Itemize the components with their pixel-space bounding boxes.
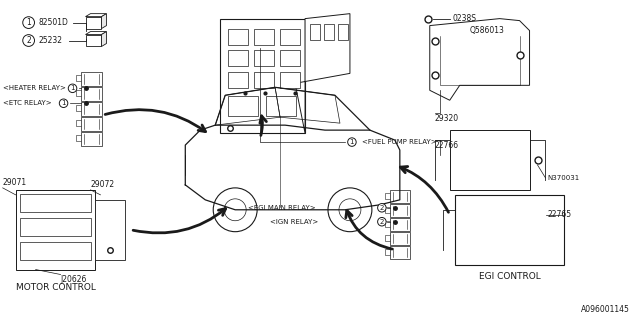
Bar <box>266 96 296 116</box>
Bar <box>81 72 102 86</box>
Polygon shape <box>102 32 106 46</box>
Bar <box>81 102 102 116</box>
Polygon shape <box>102 14 106 28</box>
Circle shape <box>339 199 361 221</box>
Bar <box>76 135 81 141</box>
Bar <box>86 35 102 46</box>
Text: J20626: J20626 <box>61 275 87 284</box>
Text: Q586013: Q586013 <box>470 26 504 35</box>
Bar <box>385 235 390 241</box>
Bar <box>385 249 390 255</box>
Bar <box>20 218 92 236</box>
Bar <box>310 24 320 40</box>
Circle shape <box>213 188 257 232</box>
Bar <box>390 190 410 203</box>
Bar <box>385 207 390 213</box>
Bar <box>228 28 248 44</box>
Bar <box>254 51 274 67</box>
Circle shape <box>328 188 372 232</box>
Text: <HEATER RELAY>: <HEATER RELAY> <box>3 85 65 91</box>
Bar <box>454 195 564 265</box>
Text: 2: 2 <box>380 205 384 211</box>
Bar <box>228 72 248 88</box>
Bar <box>228 96 258 116</box>
Bar <box>95 200 125 260</box>
Bar <box>228 51 248 67</box>
Text: 22766: 22766 <box>435 140 459 149</box>
Bar <box>81 132 102 146</box>
Bar <box>76 90 81 96</box>
Text: 1: 1 <box>70 85 75 91</box>
Text: 29320: 29320 <box>435 114 459 123</box>
Text: 2: 2 <box>26 36 31 45</box>
Bar <box>81 87 102 101</box>
Bar <box>280 72 300 88</box>
Bar <box>20 194 92 212</box>
Text: 0238S: 0238S <box>452 14 477 23</box>
Polygon shape <box>430 19 529 100</box>
Text: <IGN RELAY>: <IGN RELAY> <box>270 219 318 225</box>
Bar <box>86 17 102 28</box>
Bar <box>15 190 95 269</box>
Bar <box>81 117 102 131</box>
Bar <box>450 130 529 190</box>
Text: 22765: 22765 <box>547 210 572 219</box>
Bar <box>76 120 81 126</box>
Bar <box>385 221 390 227</box>
Bar <box>254 72 274 88</box>
Text: 1: 1 <box>349 139 354 145</box>
Bar <box>280 28 300 44</box>
Bar <box>390 246 410 259</box>
Text: EGI CONTROL: EGI CONTROL <box>479 272 540 281</box>
Bar <box>20 242 92 260</box>
Polygon shape <box>86 14 106 17</box>
Text: 1: 1 <box>61 100 66 106</box>
Circle shape <box>224 199 246 221</box>
Text: 2: 2 <box>380 219 384 225</box>
Bar <box>76 105 81 111</box>
Bar <box>254 28 274 44</box>
Text: <ETC RELAY>: <ETC RELAY> <box>3 100 51 106</box>
Text: 1: 1 <box>26 18 31 27</box>
Bar <box>220 19 305 133</box>
Bar <box>390 204 410 217</box>
Bar <box>390 232 410 244</box>
Polygon shape <box>295 14 350 133</box>
Bar <box>338 24 348 40</box>
Text: N370031: N370031 <box>547 175 580 181</box>
Bar <box>324 24 334 40</box>
Text: 25232: 25232 <box>38 36 63 45</box>
Bar <box>385 193 390 199</box>
Text: 82501D: 82501D <box>38 18 68 27</box>
Text: 29072: 29072 <box>90 180 115 189</box>
Bar <box>76 76 81 81</box>
Bar <box>390 218 410 231</box>
Bar <box>280 51 300 67</box>
Text: <FUEL PUMP RELAY>: <FUEL PUMP RELAY> <box>362 139 436 145</box>
Text: MOTOR CONTROL: MOTOR CONTROL <box>15 283 95 292</box>
Text: <EGI MAIN RELAY>: <EGI MAIN RELAY> <box>248 205 316 211</box>
Polygon shape <box>86 32 106 35</box>
Text: A096001145: A096001145 <box>580 305 629 314</box>
Text: 29071: 29071 <box>3 179 27 188</box>
